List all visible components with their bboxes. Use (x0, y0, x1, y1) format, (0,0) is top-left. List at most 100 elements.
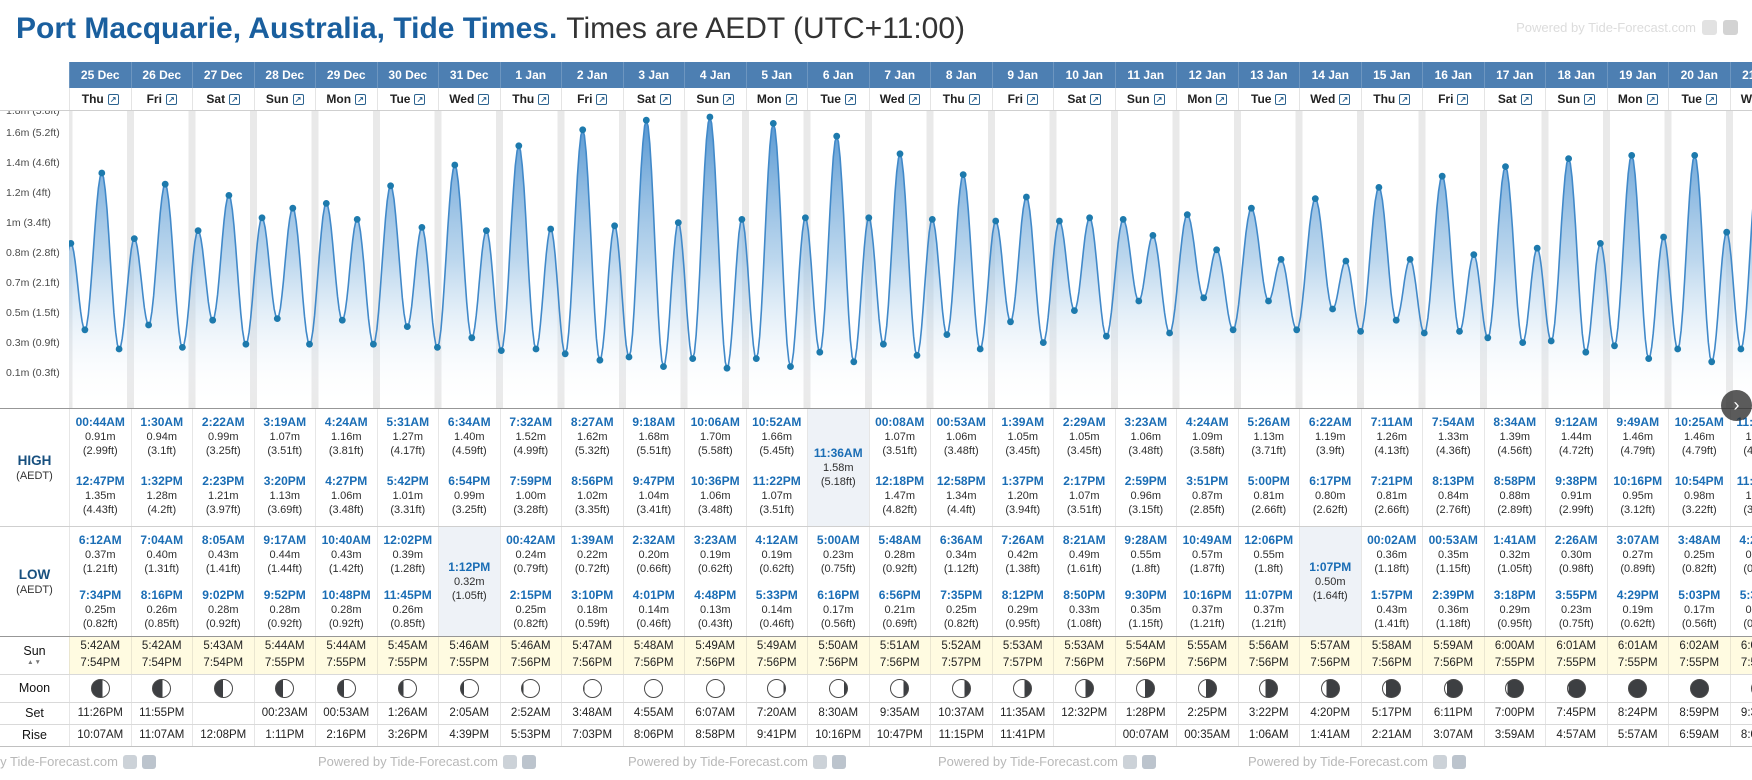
y-axis-label: 0.1m (0.3ft) (6, 367, 60, 379)
external-link-icon: ↗ (1399, 93, 1411, 105)
day-link[interactable]: Mon ↗ (745, 88, 808, 110)
day-link[interactable]: Fri ↗ (1422, 88, 1484, 110)
day-link[interactable]: Tue ↗ (1237, 88, 1300, 110)
tide-height-m: 0.14m (761, 604, 793, 616)
date-header-cell: 30 Dec (376, 62, 439, 88)
social-icon[interactable] (1451, 754, 1466, 769)
social-icon[interactable] (122, 754, 137, 769)
page-footer: Powered by Tide-Forecast.com Powered by T… (0, 746, 1752, 780)
day-link[interactable]: Sun ↗ (1114, 88, 1177, 110)
high-tide: 8:56PM 1.02m (3.35ft) (562, 467, 623, 526)
day-link[interactable]: Sun ↗ (253, 88, 316, 110)
high-tide-cell: 5:31AM 1.27m (4.17ft) 5:42PM 1.01m (3.31ft) (376, 408, 439, 526)
social-icon[interactable] (812, 754, 827, 769)
low-tide: 6:56PM 0.21m (0.69ft) (870, 581, 931, 636)
social-icon[interactable] (1702, 20, 1717, 35)
low-tide: 8:50PM 0.33m (1.08ft) (1054, 581, 1115, 636)
social-icon[interactable] (1723, 20, 1738, 35)
day-link[interactable]: Mon ↗ (1176, 88, 1238, 110)
moon-phase-cell (253, 674, 316, 702)
tide-time: 9:17AM (263, 533, 307, 547)
tide-height-ft: (3.51ft) (882, 445, 918, 457)
tide-height-m: 1.68m (638, 431, 670, 443)
tide-height-ft: (0.56ft) (820, 618, 856, 630)
low-tide: 4:29PM 0.19m (0.62ft) (1608, 581, 1669, 636)
moonset-time-cell: 00:23AM (253, 702, 316, 724)
social-icon[interactable] (141, 754, 156, 769)
high-tide: 3:20PM 1.13m (3.69ft) (255, 467, 316, 526)
day-link[interactable]: Fri ↗ (561, 88, 623, 110)
day-link[interactable]: Wed↗ (868, 88, 931, 110)
sunrise-time: 5:42AM (141, 640, 182, 652)
high-tide: 7:59PM 1.00m (3.28ft) (501, 467, 562, 526)
day-abbrev: Thu (81, 92, 104, 106)
tide-height-ft: (3.41ft) (636, 504, 672, 516)
low-tide: 5:00AM 0.23m (0.75ft) (808, 526, 869, 581)
low-tide-cell: 2:26AM 0.30m (0.98ft) 3:55PM 0.23m (0.75ft) (1545, 526, 1607, 636)
low-tide: 10:16PM 0.37m (1.21ft) (1177, 581, 1238, 636)
day-link[interactable]: Fri ↗ (991, 88, 1054, 110)
social-icon[interactable] (1432, 754, 1447, 769)
social-icon[interactable] (1122, 754, 1137, 769)
tide-height-m: 0.49m (1068, 549, 1100, 561)
tide-time: 3:18PM (1493, 588, 1536, 602)
moon-phase-icon (459, 678, 479, 698)
day-link[interactable]: Sun ↗ (1545, 88, 1607, 110)
date-header-cell: 1 Jan (499, 62, 562, 88)
day-link[interactable]: Mon ↗ (1606, 88, 1669, 110)
day-link[interactable]: Thu ↗ (1360, 88, 1423, 110)
tide-time: 00:02AM (1367, 533, 1417, 547)
tide-height-ft: (3.58ft) (1189, 445, 1225, 457)
moon-phase-cell (1053, 674, 1115, 702)
day-link[interactable]: Sat ↗ (622, 88, 685, 110)
moonset-row: 11:26PM 11:55PM 00:23AM 00:53AM 1:26AM 2:05AM… (69, 702, 1752, 724)
day-link[interactable]: Tue ↗ (376, 88, 439, 110)
day-link[interactable]: Thu ↗ (499, 88, 562, 110)
tide-height-ft: (1.42ft) (328, 563, 364, 575)
sun-times-cell: 5:51AM 7:56PM (868, 636, 931, 674)
tide-height-ft: (3.35ft) (1743, 504, 1752, 516)
day-abbrev: Tue (820, 92, 841, 106)
social-icon[interactable] (1141, 754, 1156, 769)
day-link[interactable]: Tue ↗ (807, 88, 869, 110)
day-link[interactable]: Tue ↗ (1668, 88, 1730, 110)
high-tide: 5:00PM 0.81m (2.66ft) (1239, 467, 1300, 526)
day-abbrev: Sat (206, 92, 226, 106)
tide-height-ft: (3.97ft) (205, 504, 241, 516)
powered-by-text: Powered by Tide-Forecast.com (628, 754, 808, 769)
day-link[interactable]: Wed↗ (1299, 88, 1361, 110)
date-header-cell: 29 Dec (315, 62, 377, 88)
day-link[interactable]: Sun ↗ (684, 88, 746, 110)
tide-height-m: 1.20m (1007, 490, 1039, 502)
high-tide: 2:22AM 0.99m (3.25ft) (193, 408, 254, 467)
social-icon[interactable] (521, 754, 536, 769)
date-header-cell: 7 Jan (868, 62, 931, 88)
high-tide-cell: 6:34AM 1.40m (4.59ft) 6:54PM 0.99m (3.25ft) (438, 408, 500, 526)
day-abbrev: Sun (1557, 92, 1581, 106)
day-link[interactable]: Mon ↗ (315, 88, 377, 110)
day-link[interactable]: Sat ↗ (1053, 88, 1115, 110)
next-days-button[interactable]: › (1721, 390, 1752, 421)
tide-height-ft: (1.21ft) (1251, 618, 1287, 630)
sun-times-cell: 5:46AM 7:55PM (438, 636, 500, 674)
sun-times-cell: 5:44AM 7:55PM (253, 636, 316, 674)
social-icon[interactable] (502, 754, 517, 769)
day-link[interactable]: Thu ↗ (69, 88, 131, 110)
day-link[interactable]: Sat ↗ (1483, 88, 1546, 110)
date-header-cell: 25 Dec (69, 62, 131, 88)
social-icon[interactable] (831, 754, 846, 769)
day-abbrev: Mon (1617, 92, 1643, 106)
tide-time: 5:00PM (1247, 474, 1290, 488)
tide-height-m: 0.99m (453, 490, 485, 502)
external-link-icon: ↗ (908, 93, 920, 105)
day-link[interactable]: Wed↗ (1729, 88, 1752, 110)
tide-time: 00:53AM (936, 415, 986, 429)
tide-time: 6:34AM (447, 415, 491, 429)
day-link[interactable]: Wed↗ (438, 88, 500, 110)
day-link[interactable]: Sat ↗ (192, 88, 254, 110)
day-link[interactable]: Thu ↗ (930, 88, 992, 110)
low-tide-cell: 5:00AM 0.23m (0.75ft) 6:16PM 0.17m (0.56ft) (807, 526, 869, 636)
tide-height-ft: (3.25ft) (451, 504, 487, 516)
day-link[interactable]: Fri ↗ (130, 88, 193, 110)
low-label: LOW (18, 566, 51, 582)
